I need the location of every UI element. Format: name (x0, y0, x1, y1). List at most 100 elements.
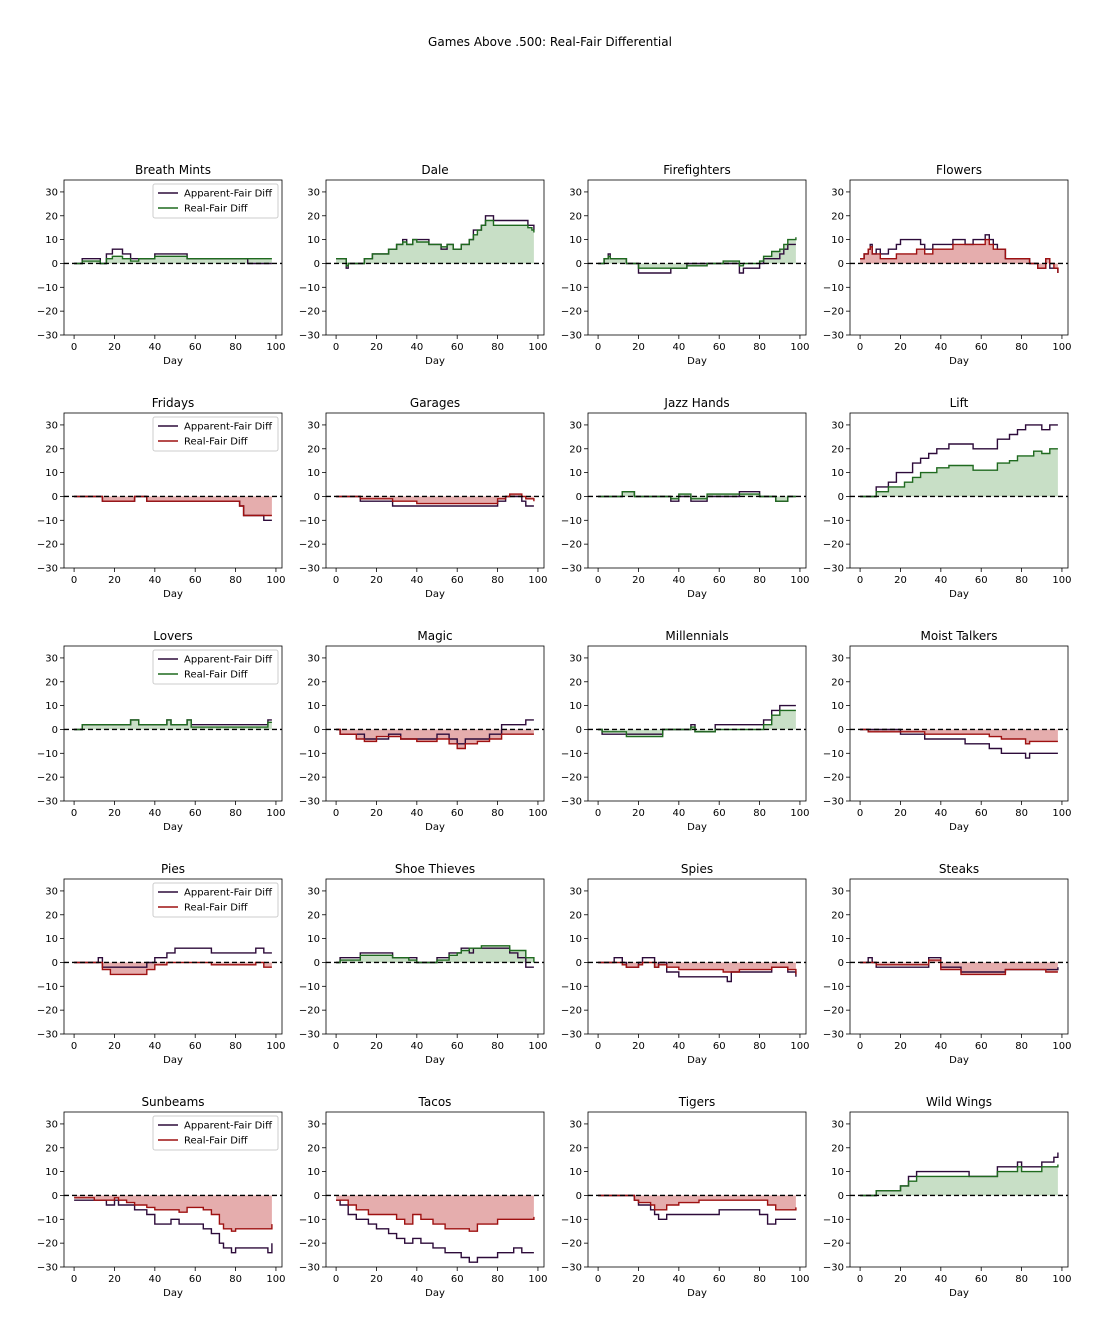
y-tick-label: 20 (569, 444, 582, 455)
x-tick-label: 80 (491, 1041, 504, 1052)
y-tick-label: −10 (823, 749, 844, 760)
y-tick-label: 0 (52, 259, 58, 270)
y-tick-label: −30 (561, 1030, 582, 1041)
apparent-fair-line (598, 243, 796, 274)
x-axis-label: Day (687, 822, 707, 833)
real-fair-line (336, 1199, 535, 1232)
legend-label-apparent: Apparent-Fair Diff (184, 189, 273, 200)
x-axis-label: Day (687, 356, 707, 367)
y-tick-label: 10 (831, 701, 844, 712)
panel-title: Shoe Thieves (395, 862, 475, 876)
y-tick-label: −10 (299, 1215, 320, 1226)
y-tick-label: −20 (299, 307, 320, 318)
real-fair-line (598, 237, 797, 269)
y-tick-label: 20 (307, 444, 320, 455)
y-tick-label: 30 (307, 420, 320, 431)
legend: Apparent-Fair Diff Real-Fair Diff (152, 882, 279, 918)
legend: Apparent-Fair Diff Real-Fair Diff (152, 183, 279, 219)
y-tick-label: 0 (52, 1191, 58, 1202)
x-axis-label: Day (687, 1055, 707, 1066)
x-tick-label: 60 (713, 808, 726, 819)
y-tick-label: 0 (52, 725, 58, 736)
y-tick-label: −30 (37, 1030, 58, 1041)
y-tick-label: −10 (37, 516, 58, 527)
x-tick-label: 60 (451, 342, 464, 353)
y-tick-label: 0 (838, 725, 844, 736)
x-axis-label: Day (425, 356, 445, 367)
y-tick-label: −10 (561, 1215, 582, 1226)
panel-title: Breath Mints (135, 163, 211, 177)
y-tick-label: −30 (823, 797, 844, 808)
y-tick-label: −20 (37, 307, 58, 318)
y-tick-label: −20 (823, 540, 844, 551)
y-tick-label: −10 (561, 749, 582, 760)
y-tick-label: 20 (569, 1143, 582, 1154)
legend-label-apparent: Apparent-Fair Diff (184, 888, 273, 899)
panel-title: Tigers (678, 1095, 715, 1109)
y-tick-label: 0 (838, 492, 844, 503)
x-axis-label: Day (949, 822, 969, 833)
x-tick-label: 20 (108, 575, 121, 586)
panel-title: Firefighters (663, 163, 730, 177)
real-fair-fill-area (598, 1195, 796, 1210)
x-tick-label: 40 (410, 1041, 423, 1052)
y-tick-label: 0 (838, 1191, 844, 1202)
y-tick-label: −10 (299, 749, 320, 760)
y-tick-label: −30 (37, 331, 58, 342)
y-tick-label: 30 (307, 653, 320, 664)
real-fair-fill-area (74, 256, 272, 264)
y-tick-label: 20 (307, 211, 320, 222)
apparent-fair-line (336, 719, 534, 745)
x-tick-label: 20 (632, 575, 645, 586)
y-tick-label: 10 (569, 701, 582, 712)
x-axis-label: Day (949, 589, 969, 600)
y-tick-label: −30 (561, 1263, 582, 1274)
plot-frame (325, 179, 545, 336)
x-tick-label: 40 (148, 808, 161, 819)
x-axis-label: Day (163, 356, 183, 367)
x-axis-label: Day (163, 1288, 183, 1299)
y-tick-label: 20 (831, 1143, 844, 1154)
x-tick-label: 20 (632, 808, 645, 819)
y-tick-label: 20 (45, 677, 58, 688)
x-tick-label: 60 (189, 1274, 202, 1285)
y-tick-label: −20 (299, 540, 320, 551)
x-tick-label: 40 (148, 342, 161, 353)
y-tick-label: −10 (37, 982, 58, 993)
real-fair-fill-area (860, 448, 1058, 497)
x-tick-label: 80 (753, 1274, 766, 1285)
panel-title: Magic (417, 629, 452, 643)
y-tick-label: 20 (569, 910, 582, 921)
plot-frame (325, 412, 545, 569)
x-tick-label: 60 (975, 342, 988, 353)
x-tick-label: 100 (1052, 1041, 1071, 1052)
legend-label-real: Real-Fair Diff (184, 204, 249, 215)
x-tick-label: 0 (857, 1041, 863, 1052)
real-fair-line (860, 238, 1059, 273)
x-tick-label: 40 (934, 808, 947, 819)
y-tick-label: 10 (569, 235, 582, 246)
x-tick-label: 80 (229, 808, 242, 819)
y-tick-label: −30 (299, 1030, 320, 1041)
x-tick-label: 80 (229, 342, 242, 353)
x-tick-label: 20 (894, 1274, 907, 1285)
x-axis-label: Day (163, 1055, 183, 1066)
y-tick-label: 30 (307, 187, 320, 198)
x-tick-label: 60 (975, 575, 988, 586)
y-tick-label: 20 (45, 910, 58, 921)
y-tick-label: 0 (838, 259, 844, 270)
x-tick-label: 60 (189, 1041, 202, 1052)
x-tick-label: 0 (333, 1274, 339, 1285)
y-tick-label: 0 (314, 725, 320, 736)
y-tick-label: 30 (45, 420, 58, 431)
panel-title: Moist Talkers (921, 629, 998, 643)
y-tick-label: 10 (307, 235, 320, 246)
real-fair-fill-area (74, 962, 272, 975)
